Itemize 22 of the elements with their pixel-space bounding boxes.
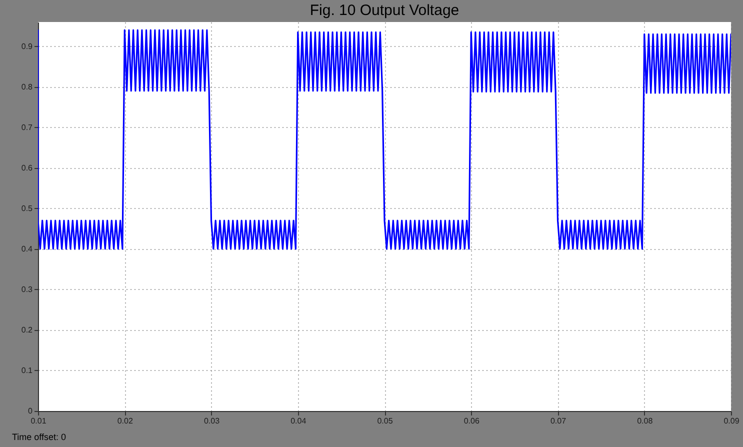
x-tick-label: 0.01 [30,416,47,426]
y-tick-label: 0 [28,406,34,416]
y-tick-label: 0.4 [21,244,34,254]
y-tick-label: 0.9 [21,42,34,51]
x-tick-label: 0.06 [464,416,480,426]
x-tick-label: 0.02 [117,416,134,426]
y-tick-label: 0.6 [21,163,34,172]
y-tick-label: 0.3 [21,284,34,294]
y-tick-label: 0.5 [21,204,34,213]
x-tick-label: 0.08 [637,416,654,426]
y-tick-label: 0.2 [21,325,34,334]
y-tick-label: 0.7 [21,122,34,132]
x-tick-label: 0.04 [290,416,307,426]
x-tick-label: 0.03 [204,416,220,426]
y-tick-label: 0.8 [21,82,34,92]
line-series [38,29,731,250]
x-tick-label: 0.09 [724,416,740,426]
chart-title: Fig. 10 Output Voltage [310,2,460,19]
x-tick-label: 0.07 [550,416,567,426]
text: Time offset: 0 [12,432,66,442]
y-tick-label: 0.1 [21,366,34,375]
x-tick-label: 0.05 [377,416,394,426]
